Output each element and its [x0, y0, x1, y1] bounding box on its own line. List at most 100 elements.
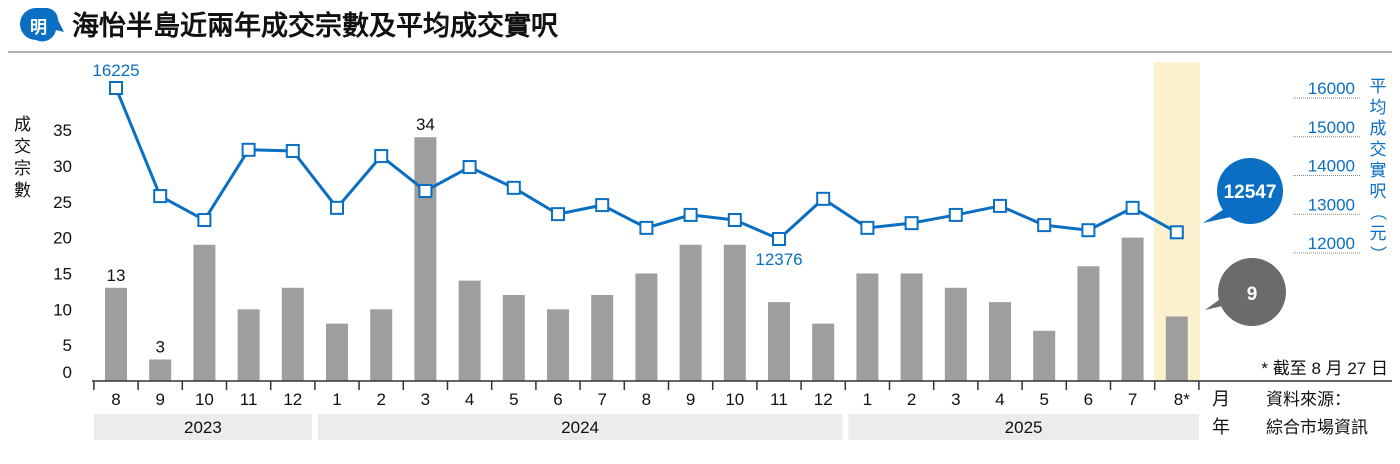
left-axis: 0 5 10 15 20 25 30 35: [53, 121, 72, 382]
bar: [679, 244, 702, 381]
x-tick-label: 3: [951, 390, 960, 409]
bar: [812, 323, 835, 381]
right-axis-title-char: ）: [1368, 246, 1387, 263]
x-tick-label: 2: [907, 390, 916, 409]
x-tick-label: 12: [814, 390, 833, 409]
logo-text: 明: [30, 18, 47, 37]
line-callout: 12547: [1203, 158, 1283, 224]
bar: [414, 137, 437, 381]
x-tick-label: 4: [995, 390, 1004, 409]
x-tick-label: 6: [553, 390, 562, 409]
line-point: [109, 81, 123, 96]
line-point: [374, 149, 389, 164]
bar-callout-bubble: [1218, 258, 1286, 326]
year-label: 2023: [184, 418, 222, 437]
x-tick-label: 10: [195, 390, 214, 409]
x-tick-label: 8: [642, 390, 651, 409]
left-axis-title: 成交宗數: [14, 115, 31, 200]
left-tick-label: 25: [53, 193, 72, 212]
line-point: [1037, 218, 1052, 233]
x-tick-label: 12: [283, 390, 302, 409]
bar: [900, 273, 923, 381]
line-point: [727, 213, 742, 228]
bar: [1121, 237, 1144, 381]
line-point: [772, 232, 786, 246]
bar: [370, 309, 393, 381]
year-band: [848, 414, 1199, 440]
right-axis-title-char: 均: [1370, 98, 1387, 117]
header: 明 海怡半島近兩年成交宗數及平均成交實呎: [8, 8, 1392, 53]
left-tick-label: 20: [53, 229, 72, 248]
x-tick-label: 7: [1128, 390, 1137, 409]
footnote: * 截至 8 月 27 日: [1261, 359, 1388, 378]
right-axis: 12000 13000 14000 15000 16000: [1293, 79, 1360, 254]
bar: [193, 244, 216, 381]
line-point: [1169, 225, 1184, 240]
x-tick-label: 8*: [1174, 390, 1190, 409]
line-point: [197, 213, 212, 228]
right-tick-label: 16000: [1308, 79, 1355, 98]
bar: [1033, 330, 1056, 381]
bar: [1165, 316, 1188, 381]
x-tick-label: 1: [863, 390, 872, 409]
x-tick-label: 5: [1039, 390, 1048, 409]
year-band: [317, 414, 843, 440]
x-tick-label: 11: [240, 390, 258, 409]
right-axis-title-char: 成: [1370, 119, 1387, 138]
line-point: [1125, 200, 1140, 215]
data-labels: 13 3 34 16225 12376: [92, 61, 802, 356]
x-tick-label: 8: [111, 390, 120, 409]
right-tick-label: 15000: [1308, 118, 1355, 137]
x-tick-label: 9: [155, 390, 164, 409]
x-tick-label: 3: [421, 390, 430, 409]
line-callout-value: 12547: [1224, 182, 1277, 203]
bar: [281, 287, 304, 381]
logo-icon: [20, 8, 65, 42]
year-axis-label: 年: [1212, 417, 1230, 437]
bar-callout: 9: [1205, 258, 1286, 326]
bar: [591, 294, 614, 381]
line-point: [241, 142, 256, 157]
line-point: [506, 180, 521, 195]
bar: [149, 359, 172, 381]
right-axis-title-char: （: [1368, 204, 1387, 221]
left-tick-label: 0: [63, 363, 72, 382]
line-point: [993, 198, 1007, 213]
right-tick-label: 14000: [1308, 157, 1355, 176]
bar: [502, 294, 525, 381]
left-tick-label: 15: [53, 264, 72, 283]
x-tick-label: 11: [770, 390, 788, 409]
line-point: [551, 207, 565, 222]
x-tick-label: 2: [376, 390, 385, 409]
left-axis-title-char: 交: [14, 137, 31, 156]
year-band: [93, 414, 312, 440]
line-point: [418, 183, 433, 198]
right-axis-title-char: 元: [1370, 224, 1387, 243]
right-tick-label: 13000: [1308, 195, 1355, 214]
line-point: [595, 198, 610, 213]
line-point: [1081, 223, 1096, 238]
left-tick-label: 5: [63, 336, 72, 355]
line-point: [639, 220, 654, 235]
line-point: [860, 220, 875, 235]
bar: [1077, 266, 1100, 381]
bar-data-label: 3: [155, 337, 164, 356]
line-point: [153, 189, 168, 204]
line-point: [904, 216, 919, 231]
x-tick-label: 5: [509, 390, 518, 409]
x-tick-label: 9: [686, 390, 695, 409]
line-callout-bubble: [1217, 158, 1283, 224]
left-tick-label: 10: [53, 300, 72, 319]
line-point: [462, 160, 477, 175]
left-tick-label: 30: [53, 157, 72, 176]
line-point: [285, 143, 300, 158]
bar: [547, 309, 569, 381]
right-axis-title-char: 呎: [1370, 182, 1387, 201]
line-path: [114, 87, 1178, 241]
right-axis-title-char: 實: [1370, 161, 1387, 180]
bar: [723, 244, 746, 381]
source-text: 綜合市場資訊: [1266, 418, 1368, 437]
right-tick-label: 12000: [1308, 234, 1355, 253]
